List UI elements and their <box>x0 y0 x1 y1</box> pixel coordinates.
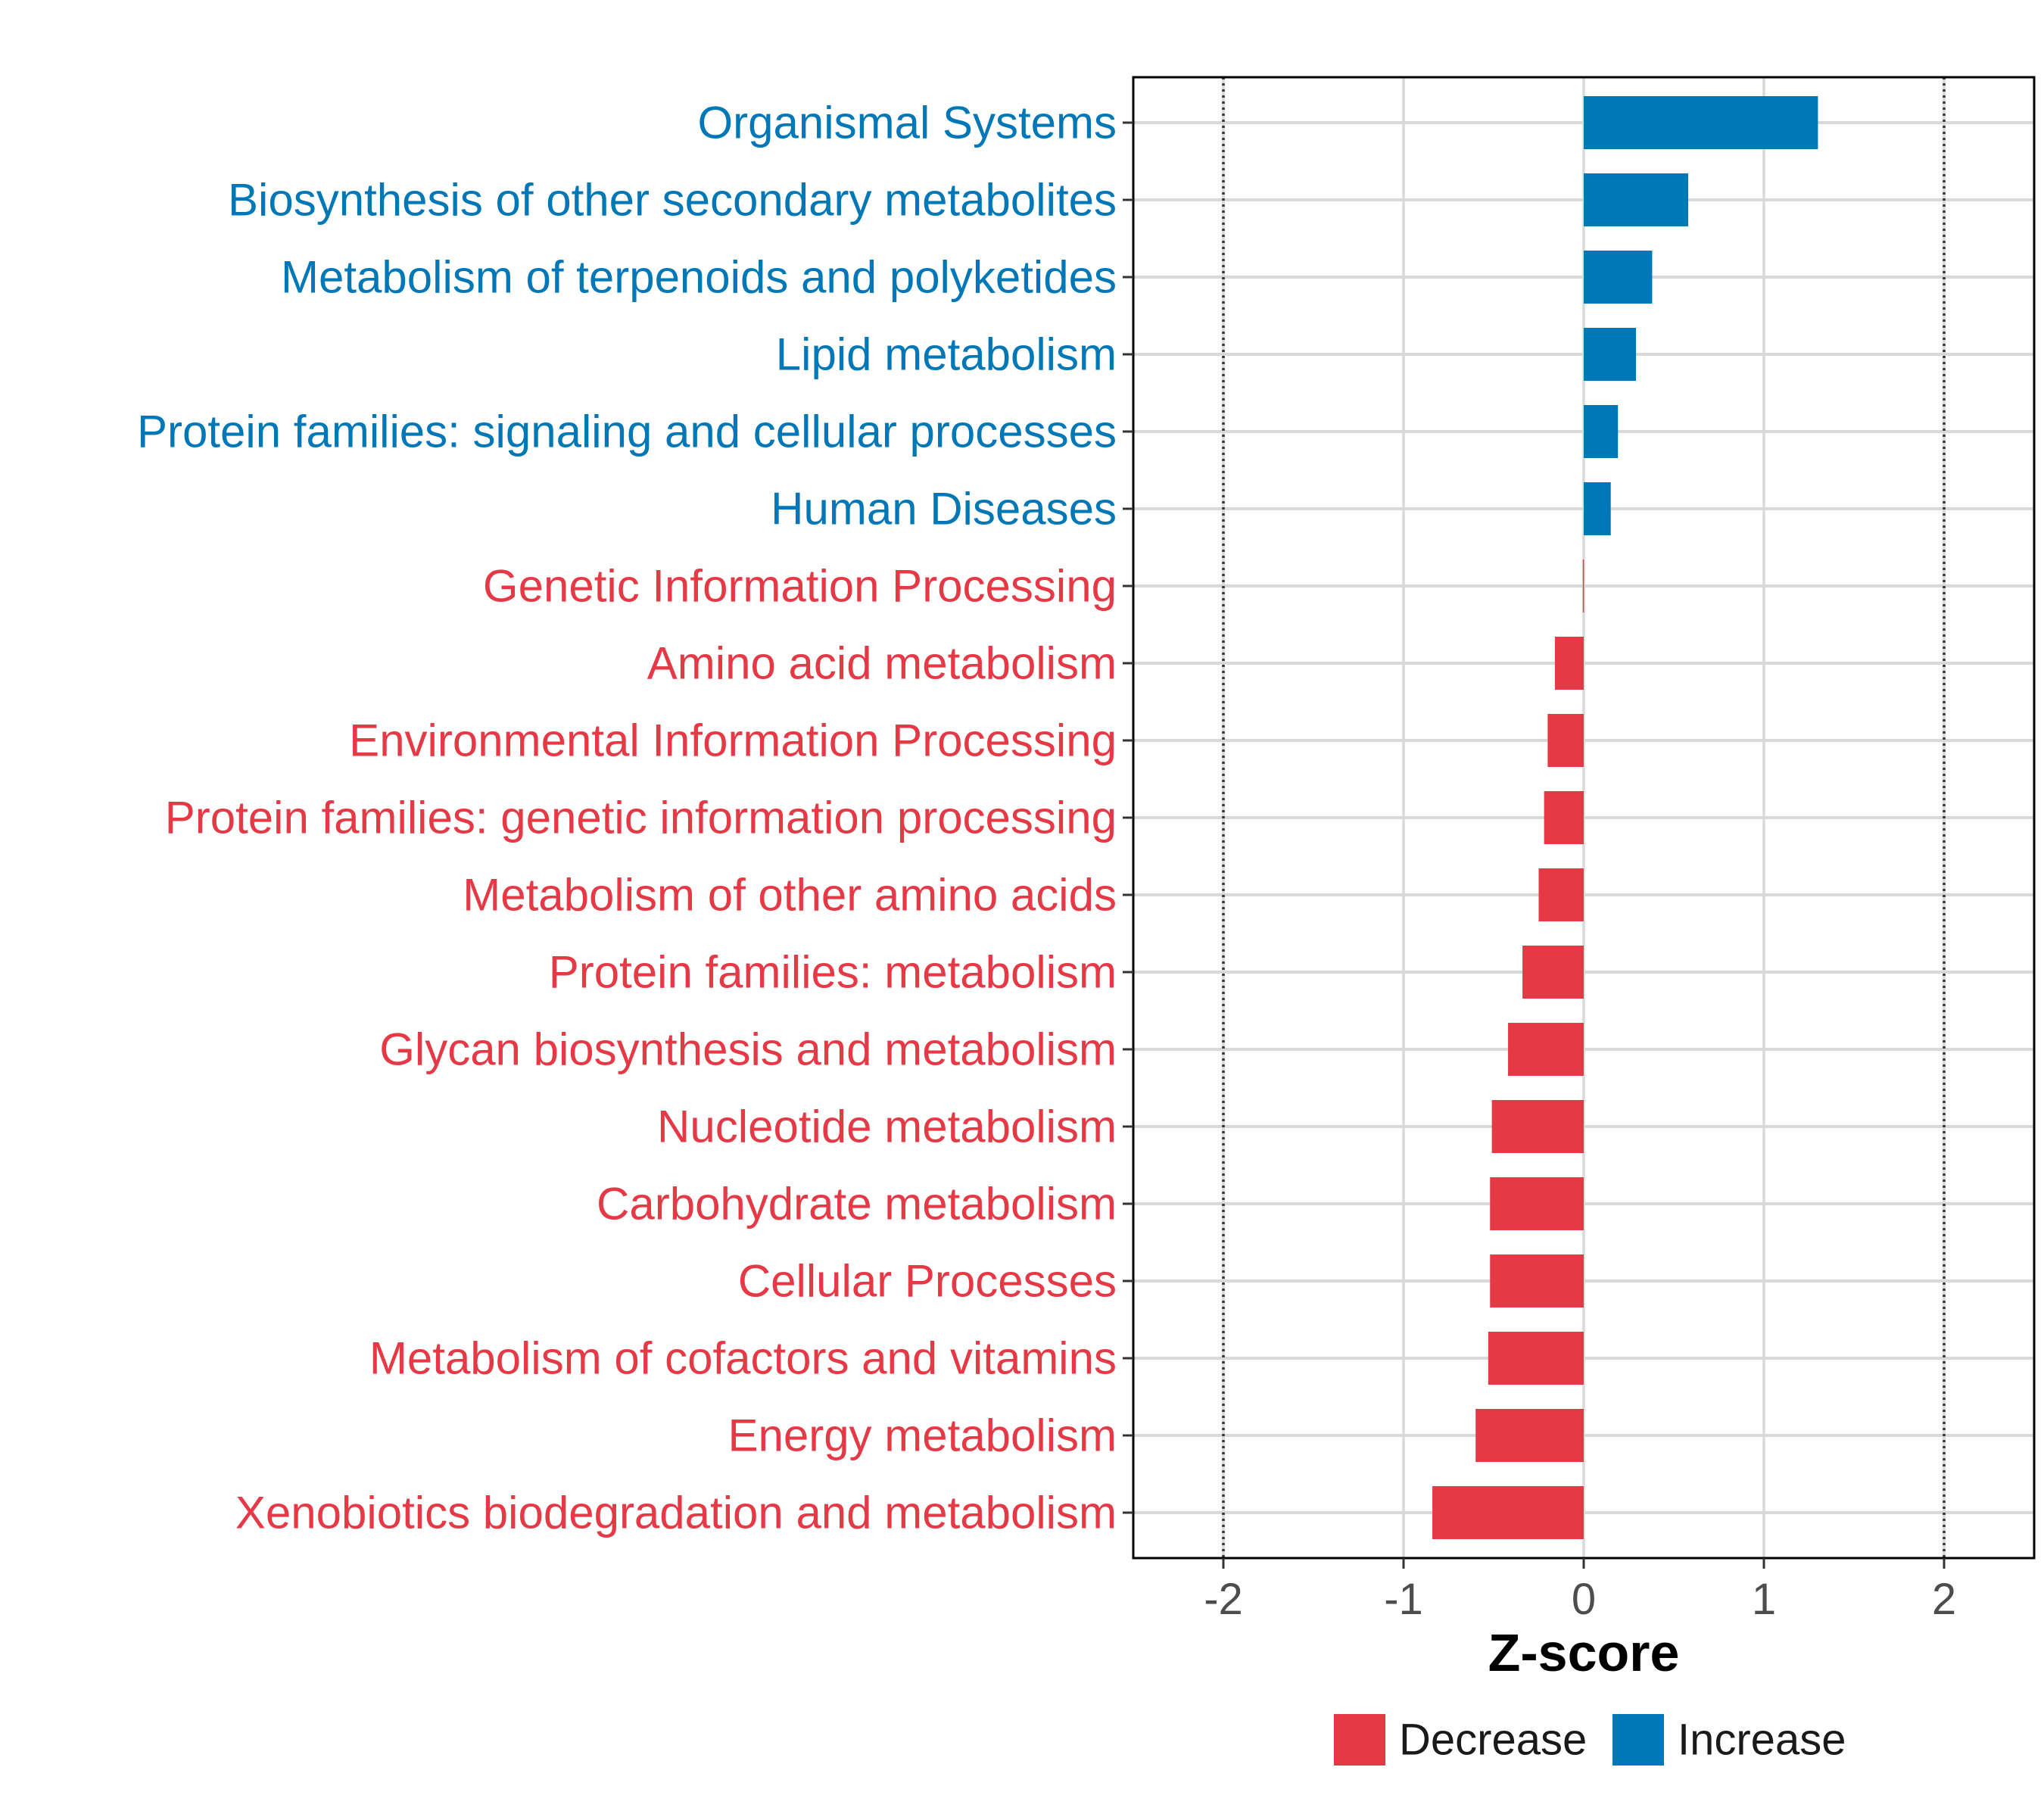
category-label: Human Diseases <box>771 484 1117 535</box>
category-label: Organismal Systems <box>698 98 1117 148</box>
category-label: Glycan biosynthesis and metabolism <box>379 1024 1117 1075</box>
bar <box>1584 96 1818 149</box>
category-label: Amino acid metabolism <box>647 638 1117 689</box>
x-tick-label: -2 <box>1204 1575 1243 1624</box>
bar <box>1584 328 1637 381</box>
x-tick-label: 1 <box>1752 1575 1776 1624</box>
x-tick-label: 2 <box>1932 1575 1956 1624</box>
bar <box>1508 1023 1584 1076</box>
x-axis-title: Z-score <box>1488 1623 1680 1682</box>
category-label: Protein families: metabolism <box>549 947 1117 998</box>
legend-label: Decrease <box>1399 1716 1587 1765</box>
bar <box>1522 946 1584 999</box>
category-label: Metabolism of other amino acids <box>463 870 1117 921</box>
category-label: Metabolism of cofactors and vitamins <box>369 1333 1117 1384</box>
bar <box>1554 637 1584 690</box>
bar <box>1584 173 1689 226</box>
legend-swatch <box>1334 1714 1385 1766</box>
bar <box>1491 1100 1584 1153</box>
legend-label: Increase <box>1678 1716 1846 1765</box>
category-label: Protein families: signaling and cellular… <box>137 407 1117 457</box>
bar-layer <box>1432 96 1818 1539</box>
category-label: Environmental Information Processing <box>349 715 1117 766</box>
category-label: Energy metabolism <box>728 1410 1117 1461</box>
bar <box>1488 1332 1584 1385</box>
category-label: Xenobiotics biodegradation and metabolis… <box>235 1488 1117 1538</box>
category-label: Metabolism of terpenoids and polyketides <box>281 252 1117 303</box>
category-label: Lipid metabolism <box>776 329 1117 380</box>
category-label: Carbohydrate metabolism <box>597 1179 1117 1230</box>
y-axis-ticks: Organismal Systems Biosynthesis of other … <box>137 98 1133 1538</box>
bar <box>1584 482 1611 535</box>
bar <box>1432 1486 1584 1539</box>
bar <box>1490 1177 1584 1230</box>
bar <box>1538 868 1584 921</box>
bar <box>1584 251 1653 304</box>
category-label: Genetic Information Processing <box>483 561 1117 612</box>
bar <box>1475 1409 1584 1462</box>
category-label: Nucleotide metabolism <box>657 1102 1117 1152</box>
legend: Decrease Increase <box>1334 1714 1846 1766</box>
x-axis-ticks: -2 -1 0 1 2 <box>1204 1558 1956 1624</box>
x-tick-label: 0 <box>1572 1575 1596 1624</box>
category-label: Biosynthesis of other secondary metaboli… <box>228 175 1117 226</box>
bar <box>1490 1254 1584 1307</box>
reference-line-layer <box>1222 77 1946 1558</box>
legend-swatch <box>1612 1714 1664 1766</box>
bar <box>1544 791 1584 844</box>
category-label: Protein families: genetic information pr… <box>165 793 1117 843</box>
category-label: Cellular Processes <box>738 1256 1117 1307</box>
bar <box>1584 405 1619 458</box>
x-tick-label: -1 <box>1384 1575 1423 1624</box>
bar <box>1547 714 1584 767</box>
bar <box>1582 559 1584 612</box>
